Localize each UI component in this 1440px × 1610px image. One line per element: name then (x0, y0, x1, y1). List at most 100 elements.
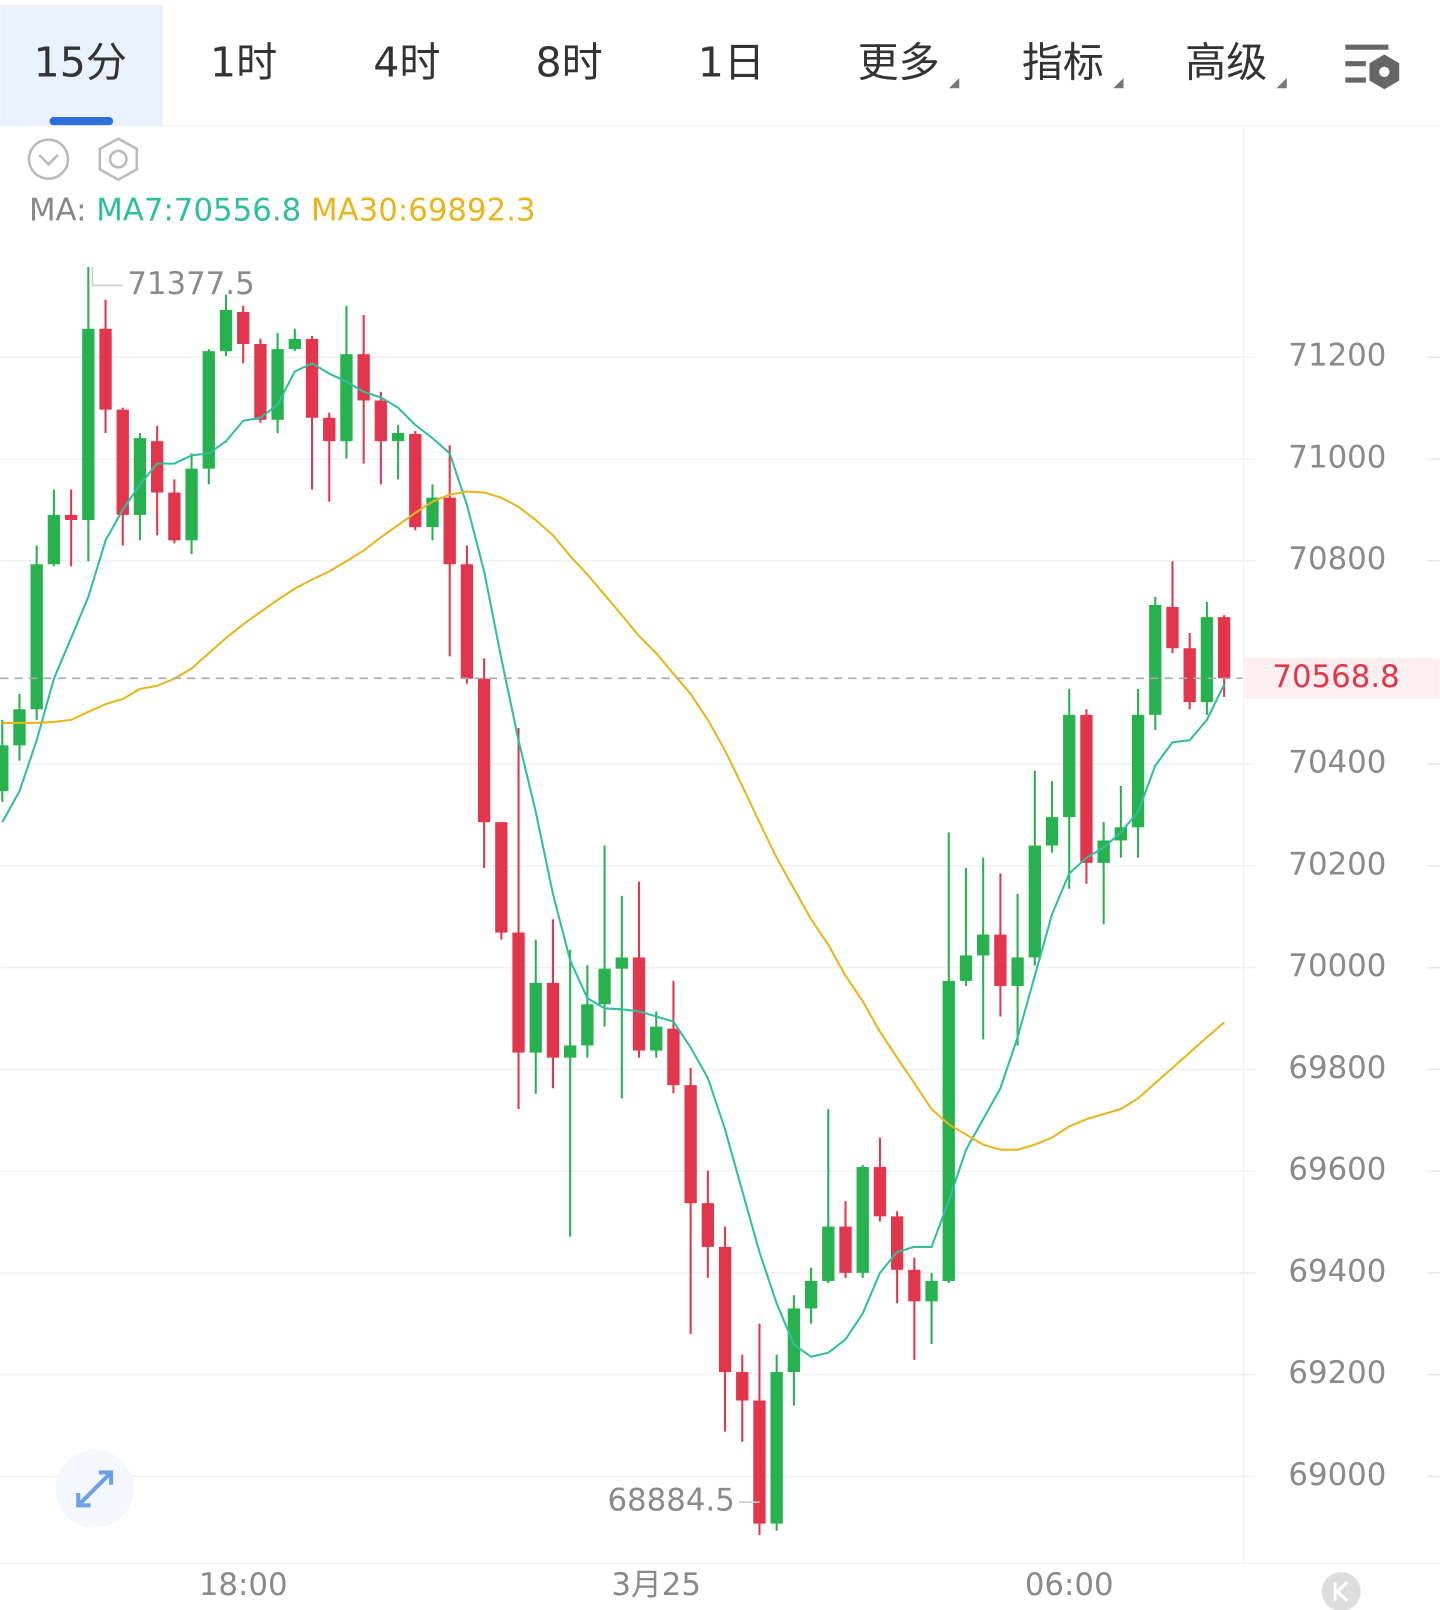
candle-body (219, 309, 233, 352)
candle-body (64, 514, 78, 521)
candle-body (856, 1167, 869, 1273)
y-tick-label: 70000 (1288, 948, 1386, 984)
grid: 69000 69200 69400 69600 69800 70000 70200 70400… (0, 338, 1440, 1603)
candle-body (546, 982, 560, 1058)
tab[interactable]: 指标 (1022, 39, 1104, 87)
candle-body (753, 1400, 766, 1524)
candle-body (667, 1028, 680, 1086)
active-tab-bg (0, 5, 163, 126)
candle-body (925, 1280, 938, 1302)
candle-body (787, 1308, 801, 1373)
tab[interactable]: 4时 (373, 39, 440, 87)
y-tick-label: 69200 (1288, 1355, 1386, 1391)
candle-body (1166, 606, 1179, 649)
candle-body (1080, 714, 1093, 863)
candle-body (150, 441, 164, 493)
candle-body (443, 497, 456, 565)
y-tick-label: 71000 (1288, 439, 1386, 475)
candle-body (99, 328, 112, 410)
y-tick-label: 69400 (1288, 1253, 1386, 1289)
candle-body (426, 497, 439, 528)
candle-body (770, 1372, 783, 1524)
candle-body (890, 1216, 904, 1270)
candle-body (340, 354, 353, 442)
x-tick-label: 18:00 (199, 1567, 288, 1603)
tab[interactable]: 1日 (698, 39, 765, 87)
candle-body (1063, 714, 1076, 818)
tab[interactable]: 15分 (34, 39, 127, 87)
candle-body (47, 514, 61, 565)
candle-body (822, 1226, 835, 1281)
candle-body (701, 1203, 715, 1247)
candle-body (323, 417, 336, 442)
candle-body (736, 1372, 749, 1401)
current-price: 70568.8 (1272, 659, 1399, 695)
expand-button[interactable] (55, 1449, 134, 1528)
ma-line (2, 490, 1225, 1151)
ma-line (1, 362, 1226, 1358)
candle-body (804, 1280, 818, 1309)
candle-body (942, 980, 955, 1281)
y-tick-label: 70400 (1288, 745, 1386, 781)
candle-body (271, 349, 284, 420)
candle-body (1028, 845, 1041, 958)
x-tick-label: 3月25 (611, 1567, 701, 1603)
collapse-icon[interactable] (27, 138, 70, 180)
candle-body (1131, 714, 1145, 828)
high-marker (91, 266, 124, 287)
candle-body (237, 311, 250, 345)
candle-body (1149, 604, 1162, 715)
y-tick-label: 70200 (1288, 846, 1386, 882)
settings-hex-icon[interactable] (98, 137, 139, 182)
candle-body (1045, 817, 1059, 846)
candle-body (512, 932, 525, 1053)
candle-body (598, 968, 611, 1005)
candle-body (839, 1226, 852, 1273)
candle-body (718, 1246, 732, 1373)
candle-body (564, 1045, 577, 1058)
candle-body (391, 433, 405, 442)
candle-body (460, 564, 474, 679)
tab[interactable]: 8时 (535, 39, 602, 87)
y-tick-label: 69800 (1288, 1050, 1386, 1086)
y-tick-label: 71200 (1288, 338, 1386, 374)
candle-body (374, 400, 388, 442)
tab[interactable]: 1时 (210, 39, 277, 87)
candle-body (288, 338, 301, 350)
plot: 71377.5 68884.5 70568.8 (0, 266, 1440, 1536)
active-tab-indicator (49, 117, 114, 126)
candle-body (615, 957, 628, 969)
candle-body (116, 409, 129, 515)
ma-legend: MA: MA7:70556.8 MA30:69892.3 (29, 192, 536, 228)
high-label: 71377.5 (127, 266, 254, 302)
x-tick-label: 06:00 (1025, 1567, 1114, 1603)
settings-icon[interactable] (1345, 44, 1400, 90)
candle-body (684, 1085, 697, 1204)
tab[interactable]: 高级 (1185, 39, 1267, 87)
candle-body (873, 1167, 887, 1217)
legend-entry: MA30:69892.3 (311, 192, 536, 228)
ma-label: MA: (29, 192, 86, 228)
candle-body (495, 822, 508, 933)
candle-body (409, 434, 422, 528)
candle-body (1183, 648, 1196, 703)
candle-body (908, 1269, 921, 1302)
low-label: 68884.5 (607, 1483, 734, 1519)
tab[interactable]: 更多 (858, 39, 940, 87)
candle-body (977, 934, 990, 956)
candle-body (650, 1026, 663, 1051)
candle-body (1114, 827, 1128, 841)
price-tag (1244, 657, 1440, 699)
candle-body (632, 957, 646, 1051)
logo (1321, 1572, 1361, 1610)
candle-body (13, 709, 26, 746)
legend-entry: MA7:70556.8 (96, 192, 301, 228)
candle-body (959, 955, 973, 981)
candle-body (254, 344, 267, 420)
candle-body (1200, 617, 1214, 703)
candle-body (0, 745, 9, 792)
candle-body (30, 564, 43, 710)
candle-body (168, 492, 181, 541)
